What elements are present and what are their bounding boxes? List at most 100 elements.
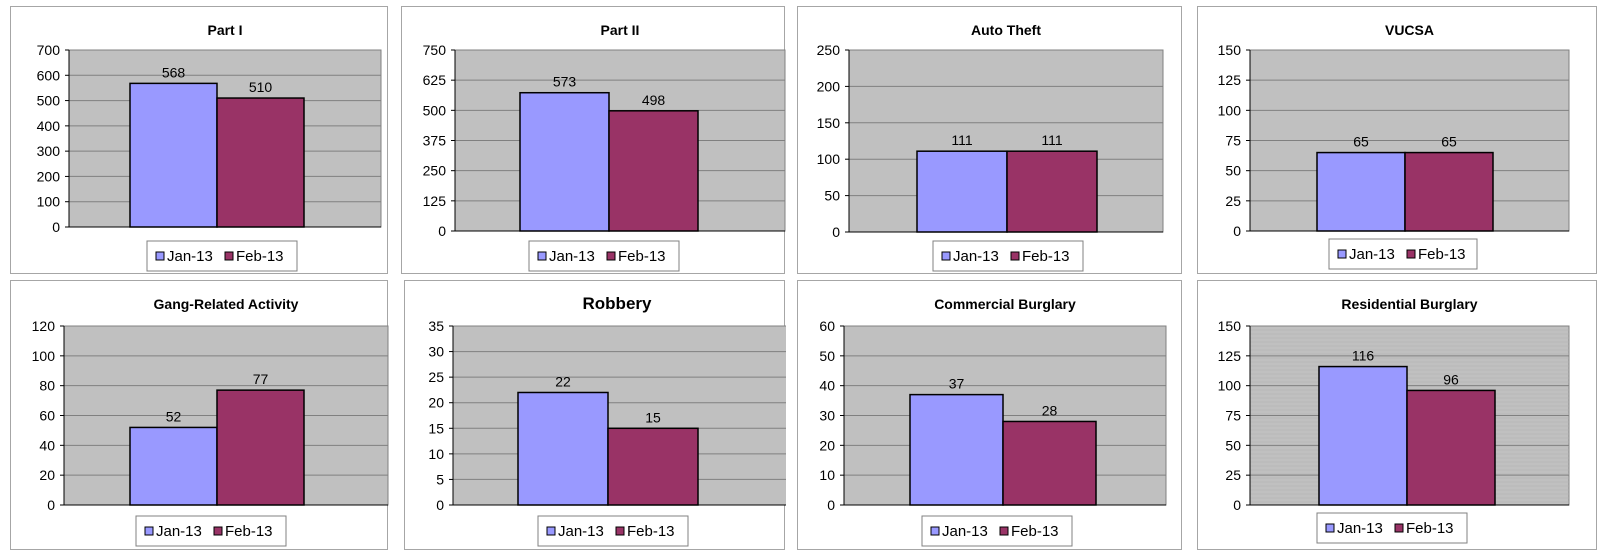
bar-feb-13 <box>216 97 305 228</box>
y-tick-label: 50 <box>1225 163 1241 179</box>
y-tick-label: 15 <box>428 420 444 436</box>
chart-title: Auto Theft <box>971 22 1041 38</box>
y-tick-label: 125 <box>1218 348 1242 364</box>
y-tick-label: 100 <box>37 194 61 210</box>
chart-panel-part-i: Part I 0 100 200 300 400 500 600 700 568 510 Jan-13… <box>10 6 388 274</box>
legend-box <box>932 240 1084 272</box>
data-label: 37 <box>949 376 965 392</box>
legend-swatch <box>1010 251 1020 261</box>
data-label: 15 <box>645 409 661 425</box>
legend-box <box>921 515 1073 547</box>
y-tick-label: 75 <box>1225 133 1241 149</box>
y-tick-label: 125 <box>423 193 447 209</box>
y-tick-label: 20 <box>819 437 835 453</box>
legend-swatch <box>1325 523 1335 533</box>
bar-feb-13 <box>608 110 699 232</box>
legend-entry: Feb-13 <box>627 523 675 540</box>
bar-jan-13 <box>129 426 218 506</box>
y-tick-label: 0 <box>438 223 446 239</box>
legend-swatch <box>930 526 940 536</box>
chart-title: VUCSA <box>1385 22 1434 38</box>
y-tick-label: 0 <box>52 219 60 235</box>
y-tick-label: 100 <box>1218 378 1242 394</box>
chart-title: Commercial Burglary <box>934 296 1076 312</box>
y-tick-label: 200 <box>37 168 61 184</box>
legend-entry: Feb-13 <box>225 523 273 540</box>
y-tick-label: 120 <box>32 318 56 334</box>
legend-entry: Feb-13 <box>1011 523 1059 540</box>
legend-swatch <box>144 526 154 536</box>
y-tick-label: 400 <box>37 118 61 134</box>
data-label: 96 <box>1443 371 1459 387</box>
bar-feb-13 <box>1404 151 1494 232</box>
legend-entry: Feb-13 <box>1406 520 1454 537</box>
y-tick-label: 0 <box>827 497 835 513</box>
legend-swatch <box>1394 523 1404 533</box>
chart-panel-auto-theft: Auto Theft 0 50 100 150 200 250 111 111 Jan-13 Feb… <box>797 6 1182 274</box>
legend-entry: Feb-13 <box>1022 248 1070 265</box>
chart-panel-part-ii: Part II 0 125 250 375 500 625 750 573 498 Jan-13 Fe… <box>401 6 786 274</box>
y-tick-label: 40 <box>39 437 55 453</box>
y-tick-label: 60 <box>819 318 835 334</box>
chart-svg: Gang-Related Activity 0 20 40 60 80 100 120 52 77… <box>32 296 389 547</box>
data-label: 498 <box>642 92 666 108</box>
y-tick-label: 0 <box>832 224 840 240</box>
y-tick-label: 0 <box>47 497 55 513</box>
data-label: 111 <box>951 132 972 148</box>
y-tick-label: 375 <box>423 133 447 149</box>
y-tick-label: 500 <box>37 93 61 109</box>
bar-feb-13 <box>1406 389 1496 506</box>
y-tick-label: 50 <box>824 188 840 204</box>
legend-entry: Jan-13 <box>167 248 213 265</box>
data-label: 65 <box>1441 134 1457 150</box>
legend-entry: Jan-13 <box>156 523 202 540</box>
y-tick-label: 125 <box>1218 72 1242 88</box>
y-tick-label: 0 <box>1233 497 1241 513</box>
chart-panel-residential-burglary: Residential Burglary 0 25 50 75 100 125 150 116 9… <box>1197 280 1597 550</box>
legend-swatch <box>615 526 625 536</box>
y-tick-label: 300 <box>37 143 61 159</box>
data-label: 573 <box>553 74 577 90</box>
y-tick-label: 50 <box>1225 437 1241 453</box>
y-tick-label: 150 <box>1218 42 1242 58</box>
bar-jan-13 <box>129 82 218 228</box>
chart-panel-vucsa: VUCSA 0 25 50 75 100 125 150 65 65 Jan-13 Feb-13 <box>1197 6 1597 274</box>
y-tick-label: 75 <box>1225 408 1241 424</box>
y-tick-label: 35 <box>428 318 444 334</box>
chart-title: Part II <box>601 22 640 38</box>
legend-swatch <box>999 526 1009 536</box>
y-tick-label: 10 <box>428 446 444 462</box>
data-label: 510 <box>249 79 273 95</box>
data-label: 65 <box>1353 134 1369 150</box>
y-tick-label: 60 <box>39 408 55 424</box>
legend-swatch <box>537 251 547 261</box>
y-tick-label: 500 <box>423 102 447 118</box>
legend-swatch <box>213 526 223 536</box>
data-label: 77 <box>253 371 269 387</box>
y-tick-label: 250 <box>423 163 447 179</box>
chart-svg: Part II 0 125 250 375 500 625 750 573 498 Jan-13 Fe… <box>423 22 786 272</box>
y-tick-label: 750 <box>423 42 447 58</box>
y-tick-label: 600 <box>37 67 61 83</box>
y-tick-label: 100 <box>817 151 841 167</box>
chart-svg: VUCSA 0 25 50 75 100 125 150 65 65 Jan-13 Feb-13 <box>1218 22 1570 270</box>
legend-box <box>135 515 287 547</box>
y-tick-label: 150 <box>1218 318 1242 334</box>
chart-svg: Robbery 0 5 10 15 20 25 30 35 22 15 Jan-13 Feb-13 <box>428 294 786 547</box>
y-tick-label: 625 <box>423 72 447 88</box>
legend-box <box>1316 512 1468 544</box>
legend-box <box>537 515 689 547</box>
y-tick-label: 20 <box>39 467 55 483</box>
legend-swatch <box>224 251 234 261</box>
chart-title: Robbery <box>583 294 653 313</box>
legend-swatch <box>606 251 616 261</box>
legend-entry: Jan-13 <box>549 248 595 265</box>
legend-box <box>146 240 298 272</box>
chart-svg: Residential Burglary 0 25 50 75 100 125 150 116 9… <box>1218 296 1570 544</box>
chart-svg: Part I 0 100 200 300 400 500 600 700 568 510 Jan-13… <box>37 22 382 272</box>
y-tick-label: 20 <box>428 395 444 411</box>
bar-jan-13 <box>1316 151 1406 232</box>
data-label: 22 <box>555 373 571 389</box>
bar-jan-13 <box>1318 365 1408 506</box>
chart-svg: Auto Theft 0 50 100 150 200 250 111 111 Jan-13 Feb… <box>817 22 1164 272</box>
